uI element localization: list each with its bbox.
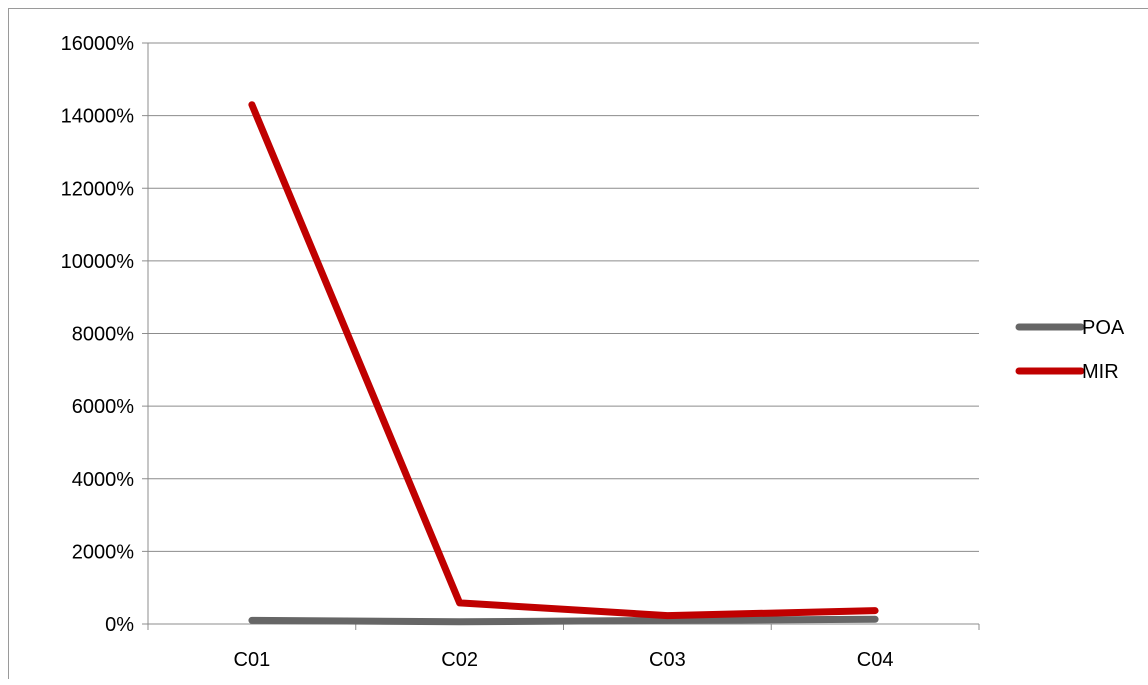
line-chart: 0% 2000% 4000% 6000% 8000% 10000% 12000% 14000%… [9, 9, 1148, 680]
series-line-mir [252, 105, 875, 616]
y-tick-label: 14000% [61, 106, 135, 128]
chart-frame: 0% 2000% 4000% 6000% 8000% 10000% 12000% 14000%… [8, 8, 1148, 679]
y-tick-label: 12000% [61, 178, 135, 200]
x-tick-label: C01 [234, 649, 271, 671]
y-tick-label: 8000% [72, 324, 134, 346]
gridlines [148, 43, 979, 624]
y-tick-label: 10000% [61, 251, 135, 273]
legend-item-mir: MIR [1019, 361, 1119, 383]
series-lines [252, 105, 875, 622]
legend-item-poa: POA [1019, 317, 1125, 339]
y-tick-label: 0% [105, 614, 134, 636]
axes: 0% 2000% 4000% 6000% 8000% 10000% 12000% 14000%… [61, 33, 979, 671]
x-tick-label: C04 [857, 649, 894, 671]
series-line-poa [252, 619, 875, 622]
x-tick-label: C02 [441, 649, 478, 671]
y-tick-label: 6000% [72, 396, 134, 418]
y-tick-label: 4000% [72, 469, 134, 491]
x-tick-label: C03 [649, 649, 686, 671]
legend-label: MIR [1082, 361, 1119, 383]
y-tick-label: 16000% [61, 33, 135, 55]
legend: POA MIR [1019, 317, 1125, 383]
y-tick-label: 2000% [72, 541, 134, 563]
legend-label: POA [1082, 317, 1125, 339]
